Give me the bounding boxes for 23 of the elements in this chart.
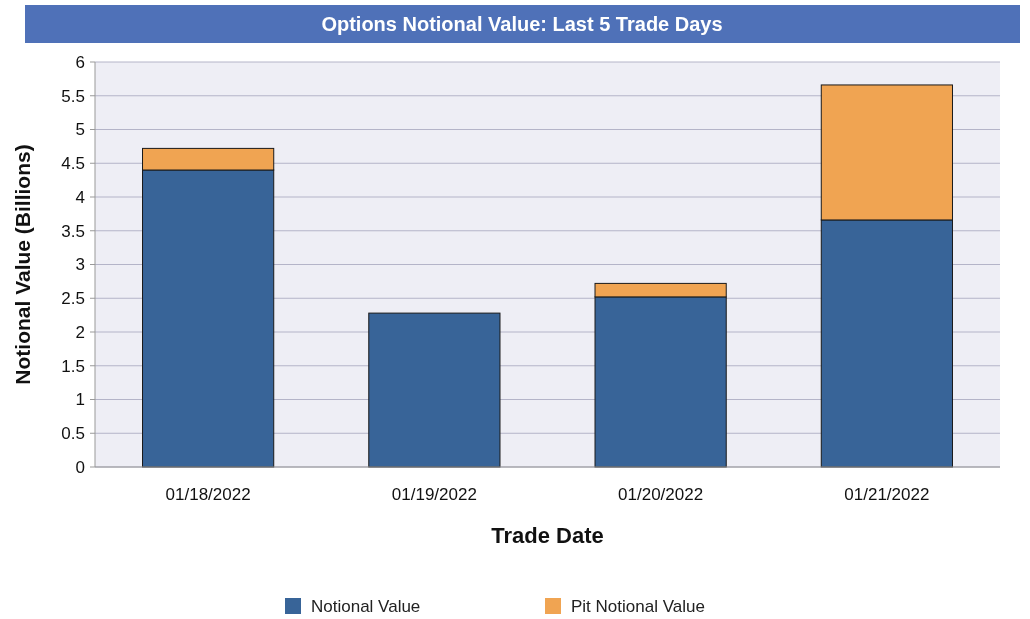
- y-axis-title: Notional Value (Billions): [11, 144, 34, 385]
- y-tick-label: 4: [75, 187, 85, 207]
- y-tick-label: 2: [75, 322, 85, 342]
- y-tick-label: 0.5: [61, 424, 85, 444]
- y-tick-label: 2.5: [61, 289, 85, 309]
- x-tick-label: 01/21/2022: [844, 485, 930, 504]
- y-tick-label: 6: [75, 52, 85, 72]
- y-tick-label: 1.5: [61, 356, 85, 376]
- y-tick-label: 1: [75, 390, 85, 410]
- bar: [368, 312, 501, 468]
- y-tick-label: 4.5: [61, 154, 85, 174]
- legend-label: Notional Value: [311, 597, 421, 616]
- legend-label: Pit Notional Value: [571, 597, 705, 616]
- y-tick-label: 5: [75, 120, 85, 140]
- y-tick-label: 3.5: [61, 221, 85, 241]
- x-axis-title: Trade Date: [491, 523, 604, 548]
- x-tick-label: 01/18/2022: [165, 485, 251, 504]
- chart-title: Options Notional Value: Last 5 Trade Days: [321, 13, 723, 35]
- x-tick-label: 01/20/2022: [618, 485, 704, 504]
- x-tick-label: 01/19/2022: [391, 485, 477, 504]
- y-tick-label: 5.5: [61, 86, 85, 106]
- y-tick-label: 0: [75, 457, 85, 477]
- y-tick-label: 3: [75, 255, 85, 275]
